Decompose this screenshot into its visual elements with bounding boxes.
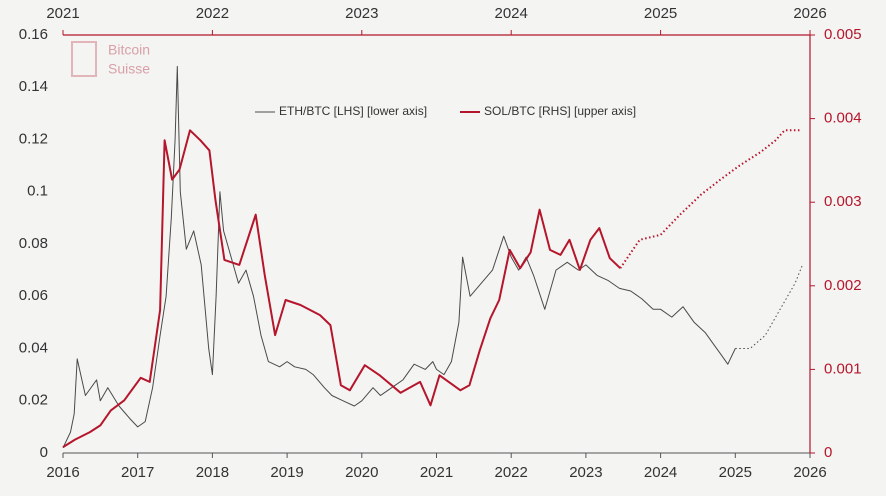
y-tick-label: 0 [40, 444, 48, 461]
logo-text: Bitcoin [108, 42, 150, 58]
y-tick-label: 0.06 [19, 287, 48, 304]
logo-text: Suisse [108, 61, 150, 77]
x2-tick-label: 2025 [644, 5, 677, 22]
x-tick-label: 2025 [719, 464, 752, 481]
x2-tick-label: 2023 [345, 5, 378, 22]
x2-tick-label: 2026 [793, 5, 826, 22]
x-tick-label: 2018 [196, 464, 229, 481]
y-tick-label: 0.02 [19, 392, 48, 409]
x2-tick-label: 2021 [46, 5, 79, 22]
x-tick-label: 2020 [345, 464, 378, 481]
legend-label: ETH/BTC [LHS] [lower axis] [279, 104, 427, 118]
x-tick-label: 2023 [569, 464, 602, 481]
x-tick-label: 2024 [644, 464, 677, 481]
x2-tick-label: 2022 [196, 5, 229, 22]
logo-icon [71, 41, 97, 77]
series-line [62, 65, 736, 449]
y-tick-label: 0.14 [19, 78, 48, 95]
y-tick-label: 0.08 [19, 235, 48, 252]
x-tick-label: 2022 [495, 464, 528, 481]
x-tick-label: 2016 [46, 464, 79, 481]
y-tick-label: 0.12 [19, 130, 48, 147]
x2-tick-label: 2024 [495, 5, 528, 22]
x-tick-label: 2017 [121, 464, 154, 481]
y-tick-label: 0.16 [19, 26, 48, 43]
legend-label: SOL/BTC [RHS] [upper axis] [484, 104, 636, 118]
series-line [735, 264, 803, 349]
y2-tick-label: 0.002 [824, 277, 862, 294]
y2-tick-label: 0 [824, 444, 832, 461]
y2-tick-label: 0.004 [824, 110, 862, 127]
x-tick-label: 2026 [793, 464, 826, 481]
y-tick-label: 0.1 [27, 183, 48, 200]
x-tick-label: 2021 [420, 464, 453, 481]
logo: Bitcoin Suisse [71, 41, 150, 77]
y-tick-label: 0.04 [19, 339, 48, 356]
series-line [62, 129, 621, 448]
series-line [619, 129, 800, 269]
x-tick-label: 2019 [270, 464, 303, 481]
y2-tick-label: 0.001 [824, 360, 862, 377]
y2-tick-label: 0.005 [824, 26, 862, 43]
y2-tick-label: 0.003 [824, 193, 862, 210]
